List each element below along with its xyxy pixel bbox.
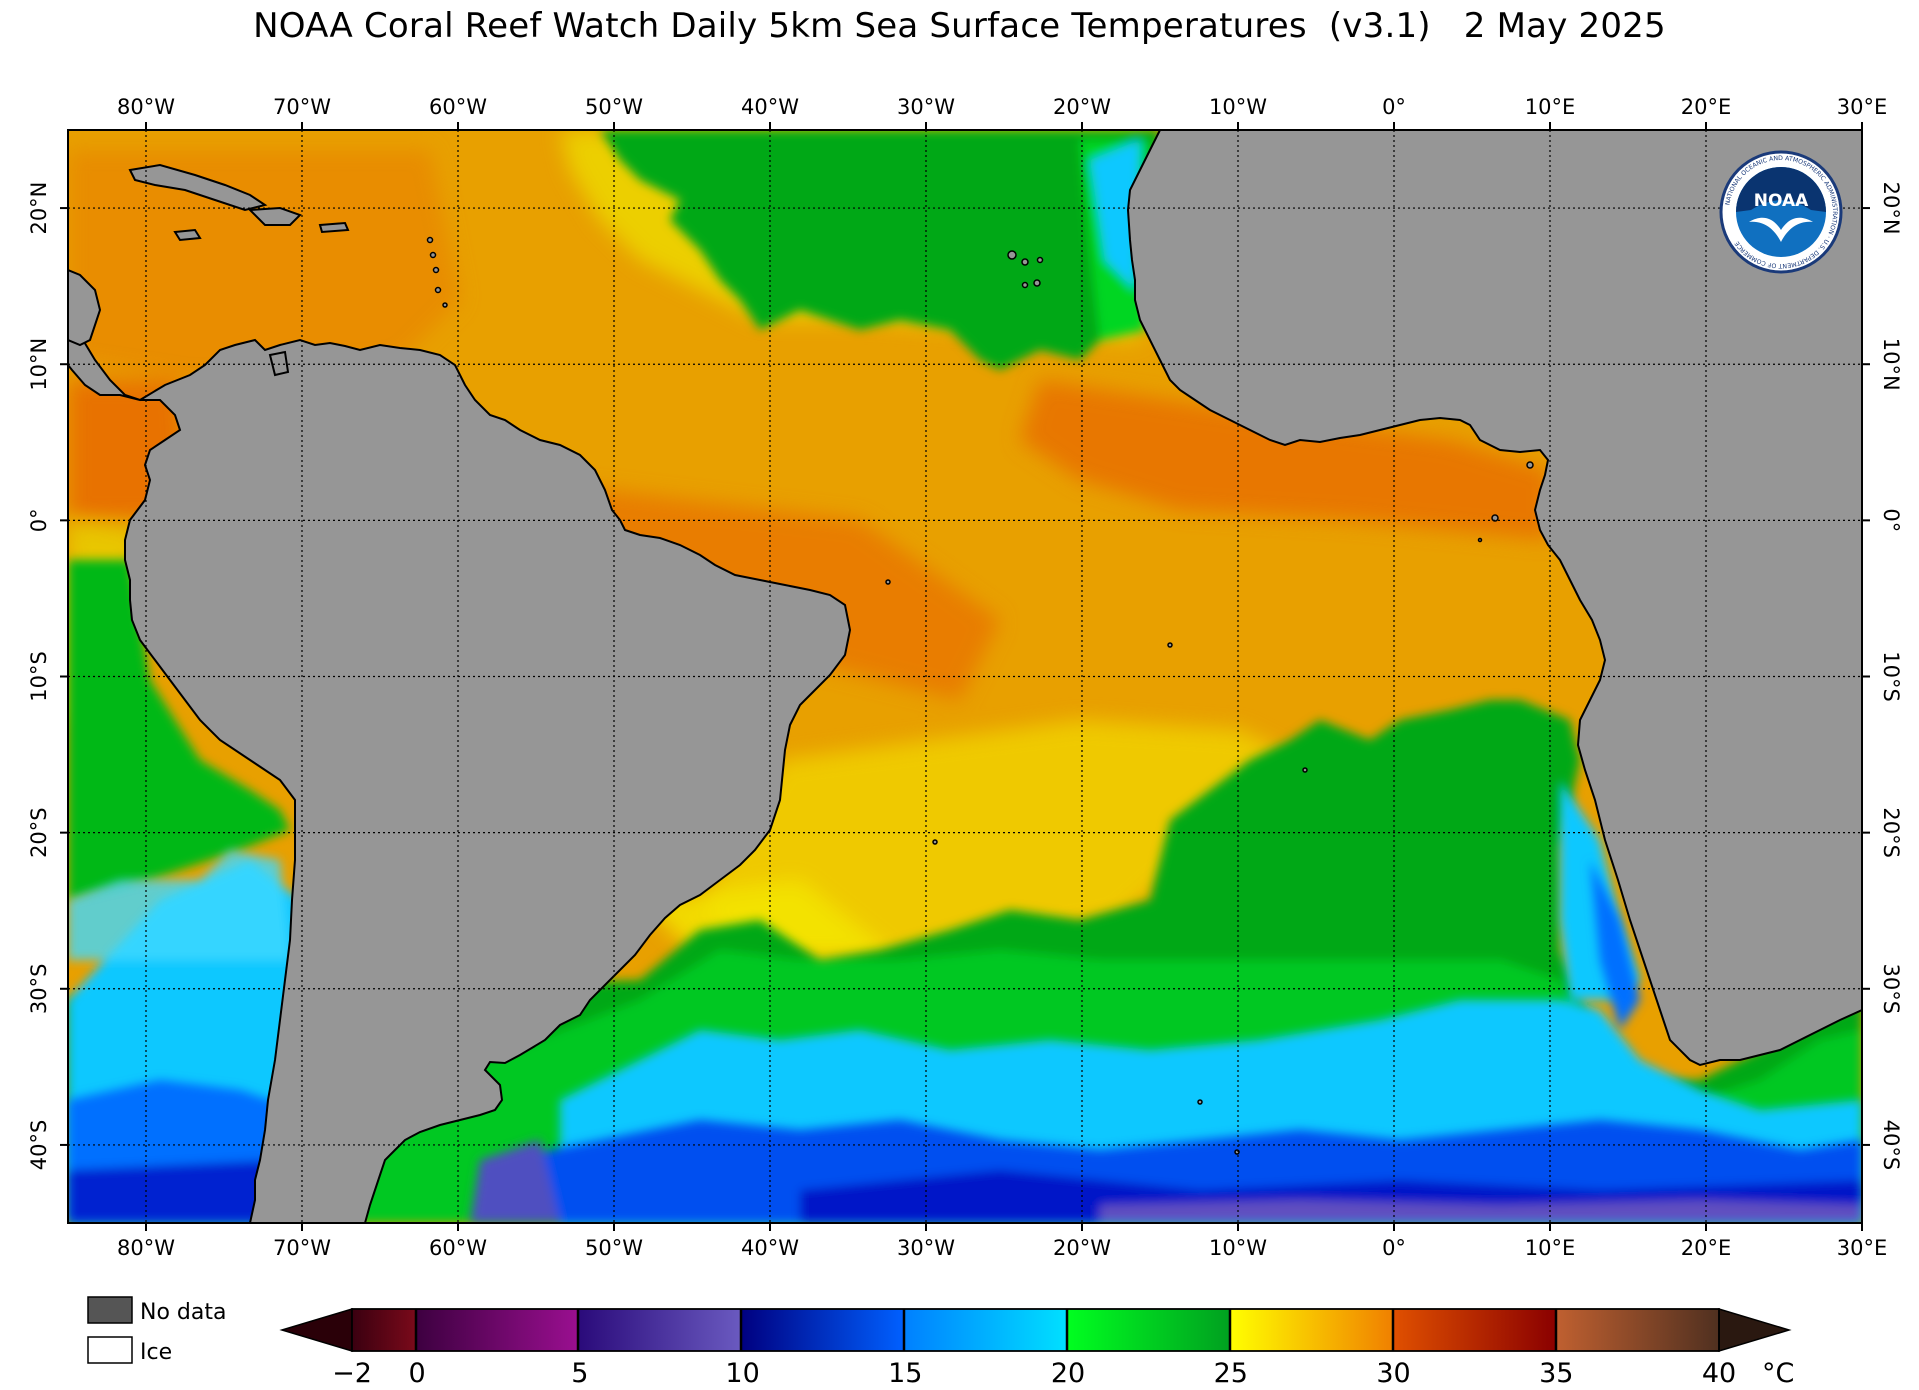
legend-no-data: No data [87, 1296, 226, 1325]
colorbar-min-arrow [279, 1307, 353, 1353]
lon-label: 10°E [1525, 1236, 1576, 1260]
colorbar-tick: 10 [725, 1358, 759, 1389]
lon-label: 30°W [897, 95, 955, 119]
lon-label: 60°W [429, 1236, 487, 1260]
lat-label: 0° [27, 508, 51, 532]
colorbar-seg-0-5 [416, 1309, 578, 1351]
lon-label: 10°W [1209, 95, 1267, 119]
colorbar-tick: 5 [571, 1358, 588, 1389]
lon-label: 10°E [1525, 95, 1576, 119]
colorbar-max-arrow [1718, 1307, 1792, 1353]
noaa-logo-text: NOAA [1754, 191, 1809, 211]
lat-label: 20°N [1879, 182, 1903, 235]
ice-label: Ice [140, 1340, 172, 1365]
lat-label: 0° [1879, 508, 1903, 532]
lat-labels-right: 20°N 10°N 0° 10°S 20°S 30°S 40°S [1879, 182, 1903, 1171]
lat-label: 10°S [1879, 651, 1903, 702]
colorbar-dividers [414, 1309, 1558, 1351]
lon-label: 20°W [1053, 1236, 1111, 1260]
lon-label: 30°E [1837, 95, 1888, 119]
colorbar-seg-5-10 [578, 1309, 741, 1351]
lon-label: 30°E [1837, 1236, 1888, 1260]
colorbar-tick-labels: −2 0 5 10 15 20 25 30 35 40 [332, 1358, 1736, 1389]
lon-label: 80°W [117, 1236, 175, 1260]
lon-label: 20°W [1053, 95, 1111, 119]
lat-label: 40°S [1879, 1120, 1903, 1171]
puerto-rico-island [318, 221, 350, 234]
lat-label: 10°N [27, 338, 51, 391]
lon-label: 0° [1382, 95, 1406, 119]
lon-label: 30°W [897, 1236, 955, 1260]
colorbar-tick: −2 [332, 1358, 372, 1389]
colorbar: −2 0 5 10 15 20 25 30 35 40 °C [279, 1307, 1794, 1389]
colorbar-seg-20-25 [1067, 1309, 1230, 1351]
lat-label: 20°N [27, 182, 51, 235]
colorbar-seg-15-20 [904, 1309, 1067, 1351]
colorbar-seg-m2-0 [352, 1309, 416, 1351]
colorbar-seg-25-30 [1230, 1309, 1393, 1351]
lat-label: 30°S [27, 964, 51, 1015]
colorbar-seg-10-15 [741, 1309, 904, 1351]
noaa-logo: NOAA NATIONAL OCEANIC AND ATMOSPHERIC AD… [1719, 150, 1843, 274]
legend-ice: Ice [87, 1336, 172, 1365]
lat-label: 20°S [27, 807, 51, 858]
colorbar-tick: 40 [1702, 1358, 1736, 1389]
colorbar-tick: 0 [409, 1358, 426, 1389]
colorbar-tick: 25 [1214, 1358, 1248, 1389]
lon-label: 20°E [1681, 1236, 1732, 1260]
map-ticks [60, 122, 1870, 1231]
lon-label: 40°W [741, 95, 799, 119]
lat-label: 20°S [1879, 807, 1903, 858]
map-title: NOAA Coral Reef Watch Daily 5km Sea Surf… [253, 6, 1666, 46]
colorbar-seg-35-40 [1556, 1309, 1719, 1351]
colorbar-tick: 30 [1376, 1358, 1410, 1389]
lon-label: 70°W [273, 1236, 331, 1260]
lon-label: 20°E [1681, 95, 1732, 119]
lon-label: 70°W [273, 95, 331, 119]
lon-label: 50°W [585, 1236, 643, 1260]
trinidad-island [268, 350, 290, 377]
no-data-swatch [87, 1296, 133, 1324]
colorbar-tick: 15 [888, 1358, 922, 1389]
ice-swatch [87, 1336, 133, 1364]
graticule [68, 130, 1862, 1223]
colorbar-seg-30-35 [1393, 1309, 1556, 1351]
small-islands [426, 236, 1534, 1155]
lon-labels-top: 80°W 70°W 60°W 50°W 40°W 30°W 20°W 10°W 0° 10°E 20… [117, 95, 1887, 119]
lon-label: 50°W [585, 95, 643, 119]
colorbar-unit: °C [1762, 1358, 1794, 1389]
lon-label: 40°W [741, 1236, 799, 1260]
lon-labels-bottom: 80°W 70°W 60°W 50°W 40°W 30°W 20°W 10°W 0° 10°E 20… [117, 1236, 1887, 1260]
lat-label: 10°S [27, 651, 51, 702]
lat-label: 40°S [27, 1120, 51, 1171]
lat-labels-left: 20°N 10°N 0° 10°S 20°S 30°S 40°S [27, 182, 51, 1171]
colorbar-tick: 35 [1539, 1358, 1573, 1389]
no-data-label: No data [140, 1300, 226, 1325]
lat-label: 10°N [1879, 338, 1903, 391]
lon-label: 10°W [1209, 1236, 1267, 1260]
colorbar-tick: 20 [1051, 1358, 1085, 1389]
noaa-bird-icon [1749, 217, 1813, 242]
lon-label: 0° [1382, 1236, 1406, 1260]
jamaica-island [173, 228, 202, 242]
central-america-land [68, 268, 102, 347]
lat-label: 30°S [1879, 964, 1903, 1015]
lon-label: 60°W [429, 95, 487, 119]
south-america-land [68, 328, 852, 1223]
lon-label: 80°W [117, 95, 175, 119]
